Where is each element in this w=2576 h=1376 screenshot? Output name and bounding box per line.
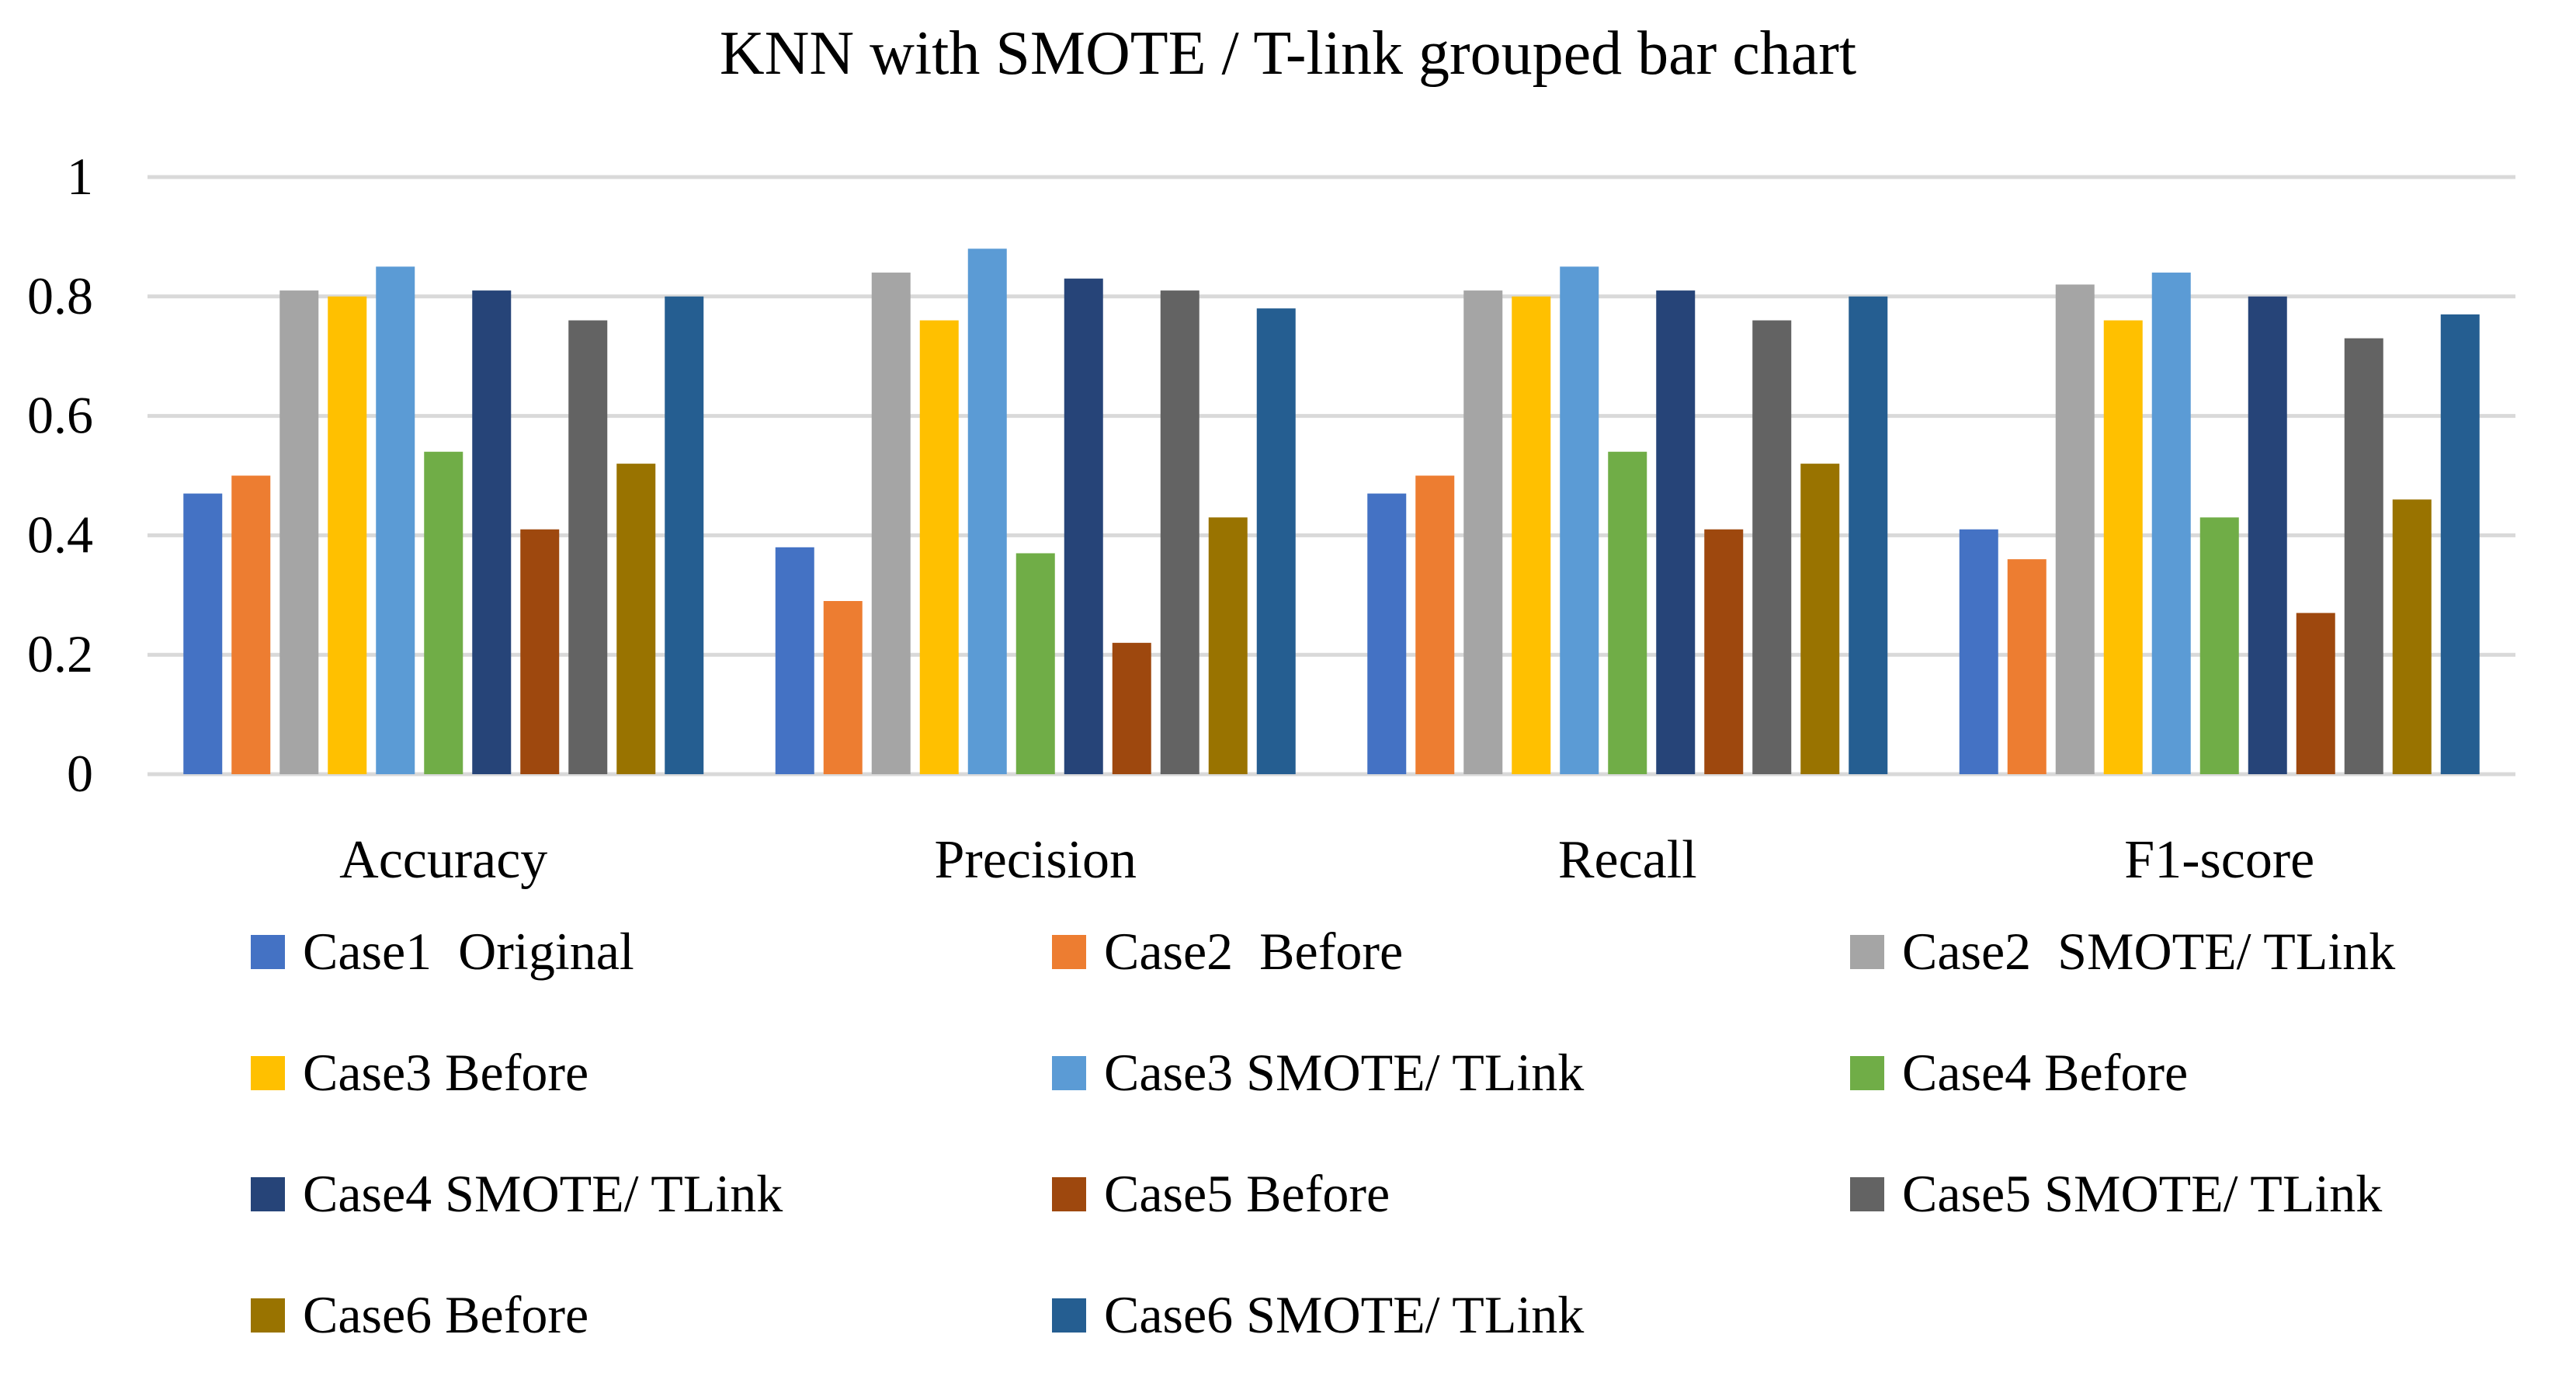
y-tick-label: 0.4 [27, 505, 93, 564]
legend-label: Case6 Before [303, 1285, 588, 1344]
bar [1704, 529, 1744, 774]
bar [823, 600, 863, 774]
x-category-label: Recall [1558, 830, 1697, 890]
bar [2199, 517, 2239, 774]
x-axis-categories: Accuracy Precision Recall F1-score [339, 830, 2314, 890]
bar [1415, 475, 1455, 774]
bar [1463, 290, 1503, 774]
bar [1752, 320, 1792, 774]
legend-label: Case4 Before [1902, 1043, 2188, 1102]
legend-label: Case5 Before [1104, 1164, 1390, 1223]
legend-label: Case4 SMOTE/ TLink [303, 1164, 783, 1223]
legend-swatch [251, 1056, 285, 1090]
bar [1560, 266, 1599, 775]
x-category-label: Accuracy [339, 830, 547, 890]
x-category-label: Precision [934, 830, 1137, 890]
legend-label: Case6 SMOTE/ TLink [1104, 1285, 1584, 1344]
bar [2055, 284, 2095, 774]
bar [775, 547, 814, 774]
bar [2007, 559, 2047, 774]
bar [1112, 642, 1151, 774]
legend-label: Case3 SMOTE/ TLink [1104, 1043, 1584, 1102]
bar [2248, 296, 2287, 774]
y-tick-label: 0.8 [27, 266, 93, 325]
bar [2344, 338, 2383, 774]
legend-swatch [1850, 935, 1884, 969]
bar [1015, 553, 1055, 774]
bar [472, 290, 512, 774]
legend-swatch [251, 1177, 285, 1211]
legend-label: Case5 SMOTE/ TLink [1902, 1164, 2382, 1223]
bar [1959, 529, 1998, 774]
bar [1367, 493, 1407, 774]
y-tick-label: 1 [67, 147, 93, 206]
bar [2103, 320, 2143, 774]
y-tick-label: 0 [67, 744, 93, 803]
y-tick-label: 0.6 [27, 386, 93, 445]
bar [1160, 290, 1199, 774]
bar [424, 451, 463, 774]
legend-swatch [251, 935, 285, 969]
legend: Case1 Original Case2 Before Case2 SMOTE/ T… [251, 922, 2395, 1344]
bar [1656, 290, 1696, 774]
y-axis-ticks: 0 0.2 0.4 0.6 0.8 1 [27, 147, 93, 803]
bar [1849, 296, 1888, 774]
bar [2151, 273, 2191, 774]
bar [919, 320, 959, 774]
legend-swatch [1850, 1056, 1884, 1090]
legend-label: Case3 Before [303, 1043, 588, 1102]
bar [1064, 278, 1103, 775]
bar [231, 475, 271, 774]
legend-swatch [1052, 935, 1086, 969]
bar [1512, 296, 1551, 774]
legend-swatch [1052, 1298, 1086, 1333]
bar [2440, 314, 2480, 774]
bar [376, 266, 415, 775]
legend-swatch [251, 1298, 285, 1333]
bar [1256, 308, 1296, 774]
bar [1800, 464, 1840, 774]
bar [328, 296, 367, 774]
x-category-label: F1-score [2124, 830, 2314, 890]
legend-label: Case2 SMOTE/ TLink [1902, 922, 2395, 981]
bar [520, 529, 560, 774]
bar [2392, 499, 2432, 774]
bar [665, 296, 704, 774]
legend-label: Case1 Original [303, 922, 634, 981]
bar [1208, 517, 1248, 774]
legend-swatch [1052, 1056, 1086, 1090]
y-tick-label: 0.2 [27, 624, 93, 683]
legend-label: Case2 Before [1104, 922, 1403, 981]
bar [616, 464, 656, 774]
bar [871, 273, 911, 774]
bar [279, 290, 319, 774]
bar [1608, 451, 1647, 774]
bar [967, 248, 1007, 774]
bar [568, 320, 608, 774]
bar [183, 493, 223, 774]
bars [183, 248, 2480, 775]
chart-title: KNN with SMOTE / T-link grouped bar char… [720, 19, 1856, 88]
legend-swatch [1850, 1177, 1884, 1211]
legend-swatch [1052, 1177, 1086, 1211]
bar [2296, 613, 2335, 774]
